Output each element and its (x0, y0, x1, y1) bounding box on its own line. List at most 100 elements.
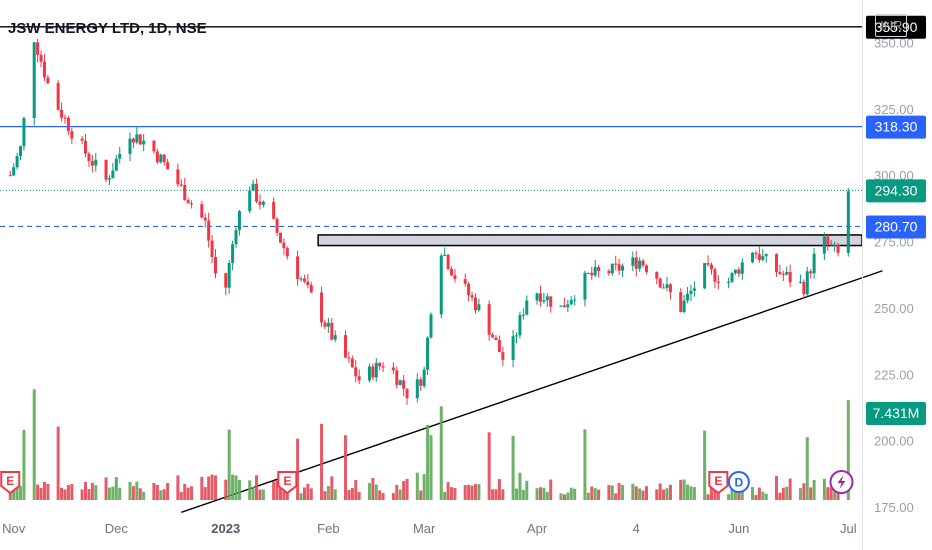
volume-bar (621, 484, 625, 500)
candle-body (326, 322, 330, 327)
volume-bar (805, 437, 809, 500)
candle-body (36, 42, 40, 55)
candle-body (761, 256, 765, 260)
volume-bar (450, 487, 454, 500)
candle-body (798, 281, 802, 283)
candle-body (826, 236, 830, 245)
volume-bar (655, 489, 659, 500)
volume-bar (343, 435, 347, 500)
candle-body (296, 256, 300, 279)
candle-body (709, 264, 713, 270)
volume-bar (224, 479, 228, 500)
volume-bar (645, 486, 648, 500)
candle-body (12, 167, 16, 176)
candle-body (607, 271, 611, 274)
volume-bar (566, 492, 570, 500)
volume-bar (282, 490, 286, 500)
candle-body (703, 263, 707, 289)
candle-body (22, 118, 26, 147)
volume-bar (302, 487, 306, 500)
candle-body (32, 42, 36, 119)
candle-body (203, 217, 207, 221)
candle-body (426, 337, 430, 370)
candle-body (166, 162, 170, 170)
currency-button[interactable]: INR (875, 14, 908, 37)
candle-body (518, 314, 522, 336)
volume-bar (227, 429, 231, 500)
volume-bar (354, 479, 358, 500)
volume-bar (63, 489, 67, 500)
resistance-blue-badge (866, 115, 926, 139)
candle-body (641, 260, 645, 266)
candle-body (152, 140, 156, 152)
candle-body (525, 300, 529, 315)
time-axis[interactable]: Nov Dec 2023 Feb Mar Apr 4 Jun Jul (2, 521, 857, 536)
candle-body (347, 357, 351, 359)
candle-body (128, 138, 132, 154)
volume-bar (426, 424, 430, 500)
candle-body (237, 211, 241, 231)
volume-bar (90, 482, 94, 500)
candle-body (443, 254, 447, 256)
volume-bar (275, 480, 279, 500)
candle-body (809, 271, 813, 274)
candle-body (159, 154, 163, 163)
candle-body (668, 284, 672, 293)
candle-body (227, 263, 231, 288)
volume-bar (306, 483, 310, 500)
volume-bar (668, 484, 672, 500)
candle-body (282, 242, 286, 249)
prev-close-badge (866, 215, 926, 239)
volume-bar (429, 435, 433, 500)
candle-body (573, 299, 577, 301)
volume-bar (703, 430, 707, 500)
volume-bar (398, 489, 402, 500)
volume-bar (70, 483, 74, 500)
volume-bar (248, 480, 252, 500)
candle-body (118, 153, 122, 159)
candle-body (302, 278, 306, 282)
volume-bar (764, 493, 768, 500)
candle-body (535, 293, 539, 301)
candle-body (836, 244, 840, 253)
volume-bar (104, 477, 108, 500)
volume-bar (569, 487, 573, 500)
volume-bar (326, 486, 330, 500)
candle-body (63, 117, 67, 119)
candle-body (135, 134, 139, 143)
volume-bar (231, 474, 235, 500)
candle-body (46, 77, 50, 84)
volume-bar (836, 488, 840, 500)
y-tick-label: 325.00 (874, 102, 914, 117)
candle-body (251, 183, 255, 191)
volume-bar (237, 480, 241, 500)
candle-body (450, 268, 454, 276)
candle-body (846, 191, 850, 253)
x-tick-label: Apr (527, 521, 548, 536)
x-tick-label: Dec (105, 521, 129, 536)
candle-body (515, 335, 519, 337)
volume-bar (94, 485, 98, 500)
volume-bar (138, 488, 142, 500)
volume-bar (713, 485, 717, 500)
candle-body (467, 283, 471, 296)
volume-bar (846, 400, 850, 500)
candle-body (8, 175, 12, 177)
price-axis[interactable]: 350.00325.00300.00275.00250.00225.00200.… (874, 35, 914, 515)
volume-bar (634, 486, 638, 500)
candle-body (278, 232, 282, 243)
candle-body (645, 265, 648, 273)
candle-body (692, 288, 696, 291)
candle-body (754, 252, 758, 255)
volume-bar (754, 494, 758, 500)
candle-body (542, 300, 546, 302)
volume-bar (60, 487, 64, 500)
candle-body (422, 369, 426, 386)
volume-bar (497, 479, 501, 500)
candle-body (805, 271, 809, 295)
candle-body (66, 117, 70, 132)
volume-bar (22, 429, 26, 500)
candle-body (320, 292, 324, 323)
earnings-marker-label: E (283, 474, 291, 488)
